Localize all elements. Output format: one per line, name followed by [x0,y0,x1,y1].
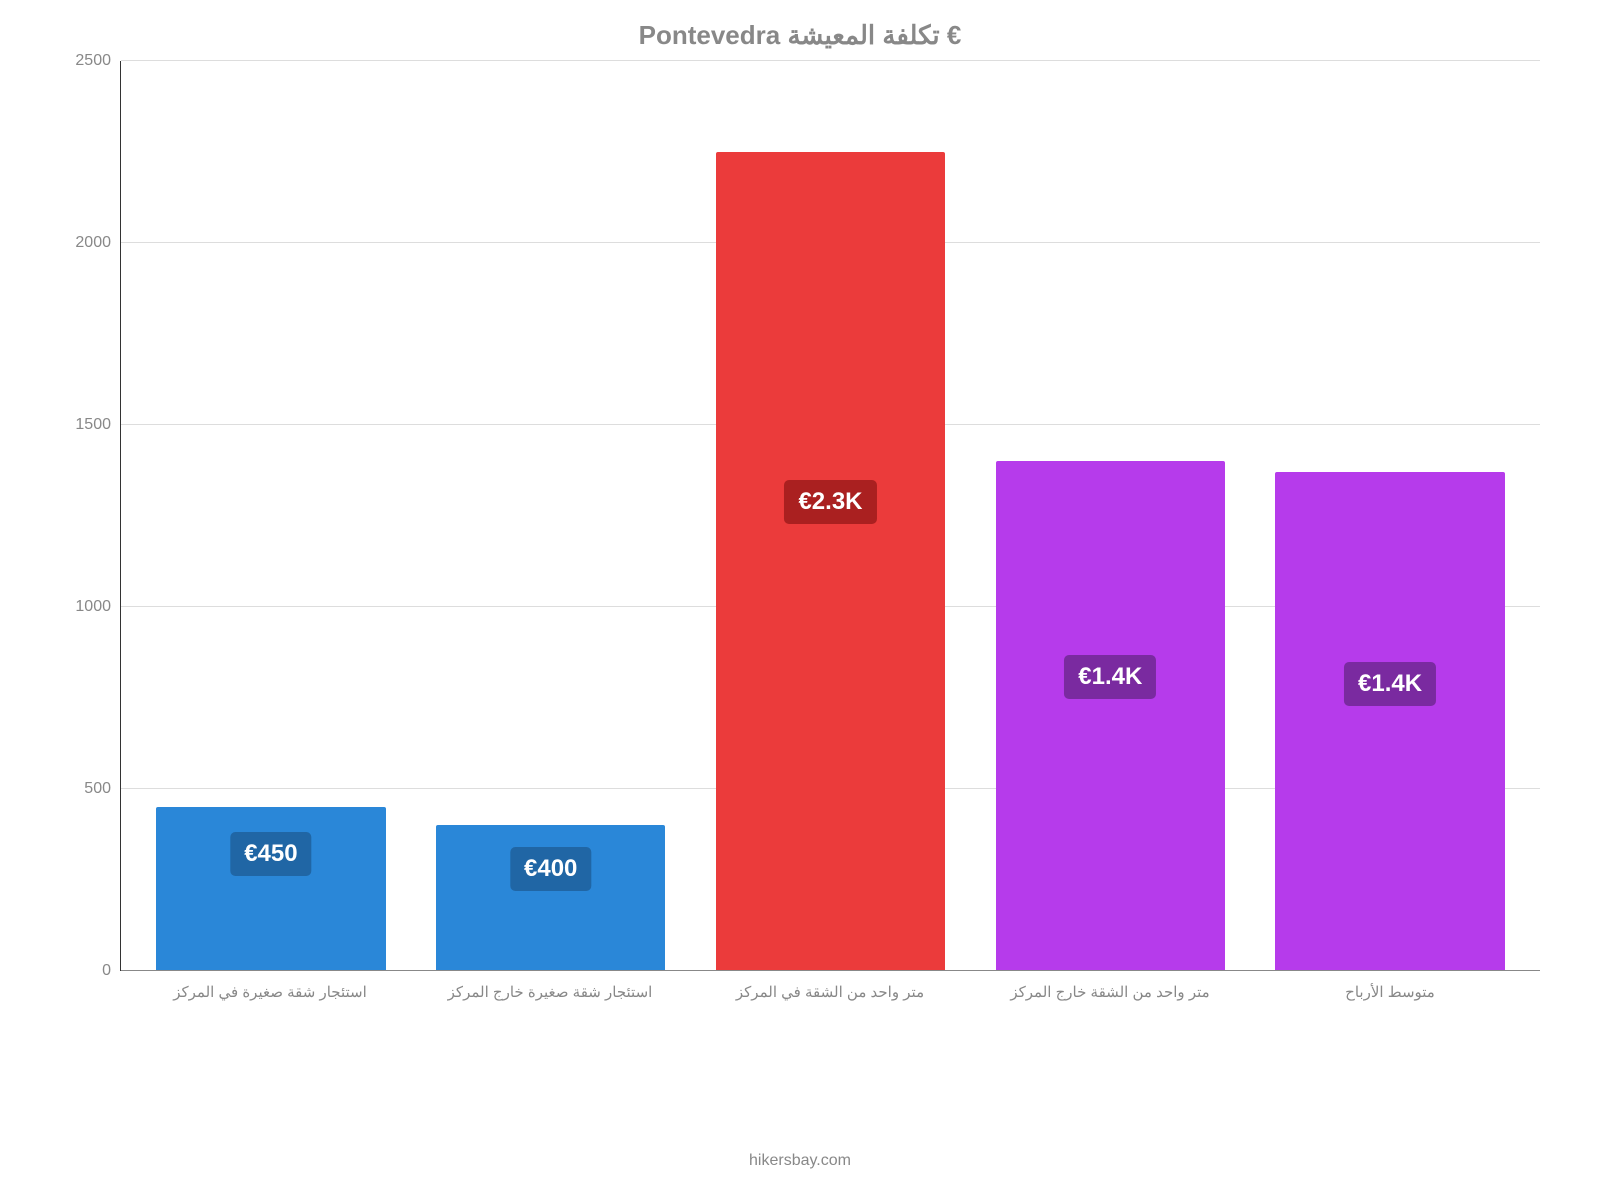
y-tick-label: 1000 [75,598,121,616]
x-tick-label: استئجار شقة صغيرة في المركز [130,983,410,1001]
bar: €450 [156,807,385,971]
bar-value-label: €1.4K [1064,655,1156,699]
y-tick-label: 1500 [75,416,121,434]
plot-area: 05001000150020002500 €450€400€2.3K€1.4K€… [120,61,1540,971]
y-tick-label: 500 [84,780,121,798]
x-tick-label: متر واحد من الشقة خارج المركز [970,983,1250,1001]
x-tick-label: متوسط الأرباح [1250,983,1530,1001]
bar-group: €1.4K [1250,61,1530,971]
bar-group: €2.3K [691,61,971,971]
bar-value-label: €450 [230,832,311,876]
bar: €1.4K [1275,472,1504,971]
y-tick-label: 2500 [75,52,121,70]
y-tick-label: 2000 [75,234,121,252]
chart-title: Pontevedra تكلفة المعيشة € [60,20,1540,51]
bars-wrapper: €450 €400 €2.3K €1.4K €1.4K [121,61,1540,971]
bar-value-label: €1.4K [1344,662,1436,706]
bar-group: €450 [131,61,411,971]
bar: €2.3K [716,152,945,971]
bar: €1.4K [996,461,1225,971]
chart-container: Pontevedra تكلفة المعيشة € 0 500 1000 1500 2… [60,20,1540,1120]
bar-group: €1.4K [970,61,1250,971]
bar: €400 [436,825,665,971]
bar-group: €400 [411,61,691,971]
bar-value-label: €2.3K [784,480,876,524]
x-axis-labels: استئجار شقة صغيرة في المركزاستئجار شقة ص… [120,983,1540,1001]
x-tick-label: استئجار شقة صغيرة خارج المركز [410,983,690,1001]
y-tick-label: 0 [102,962,121,980]
footer-text: hikersbay.com [0,1152,1600,1170]
x-axis-line [121,970,1540,971]
bar-value-label: €400 [510,847,591,891]
x-tick-label: متر واحد من الشقة في المركز [690,983,970,1001]
